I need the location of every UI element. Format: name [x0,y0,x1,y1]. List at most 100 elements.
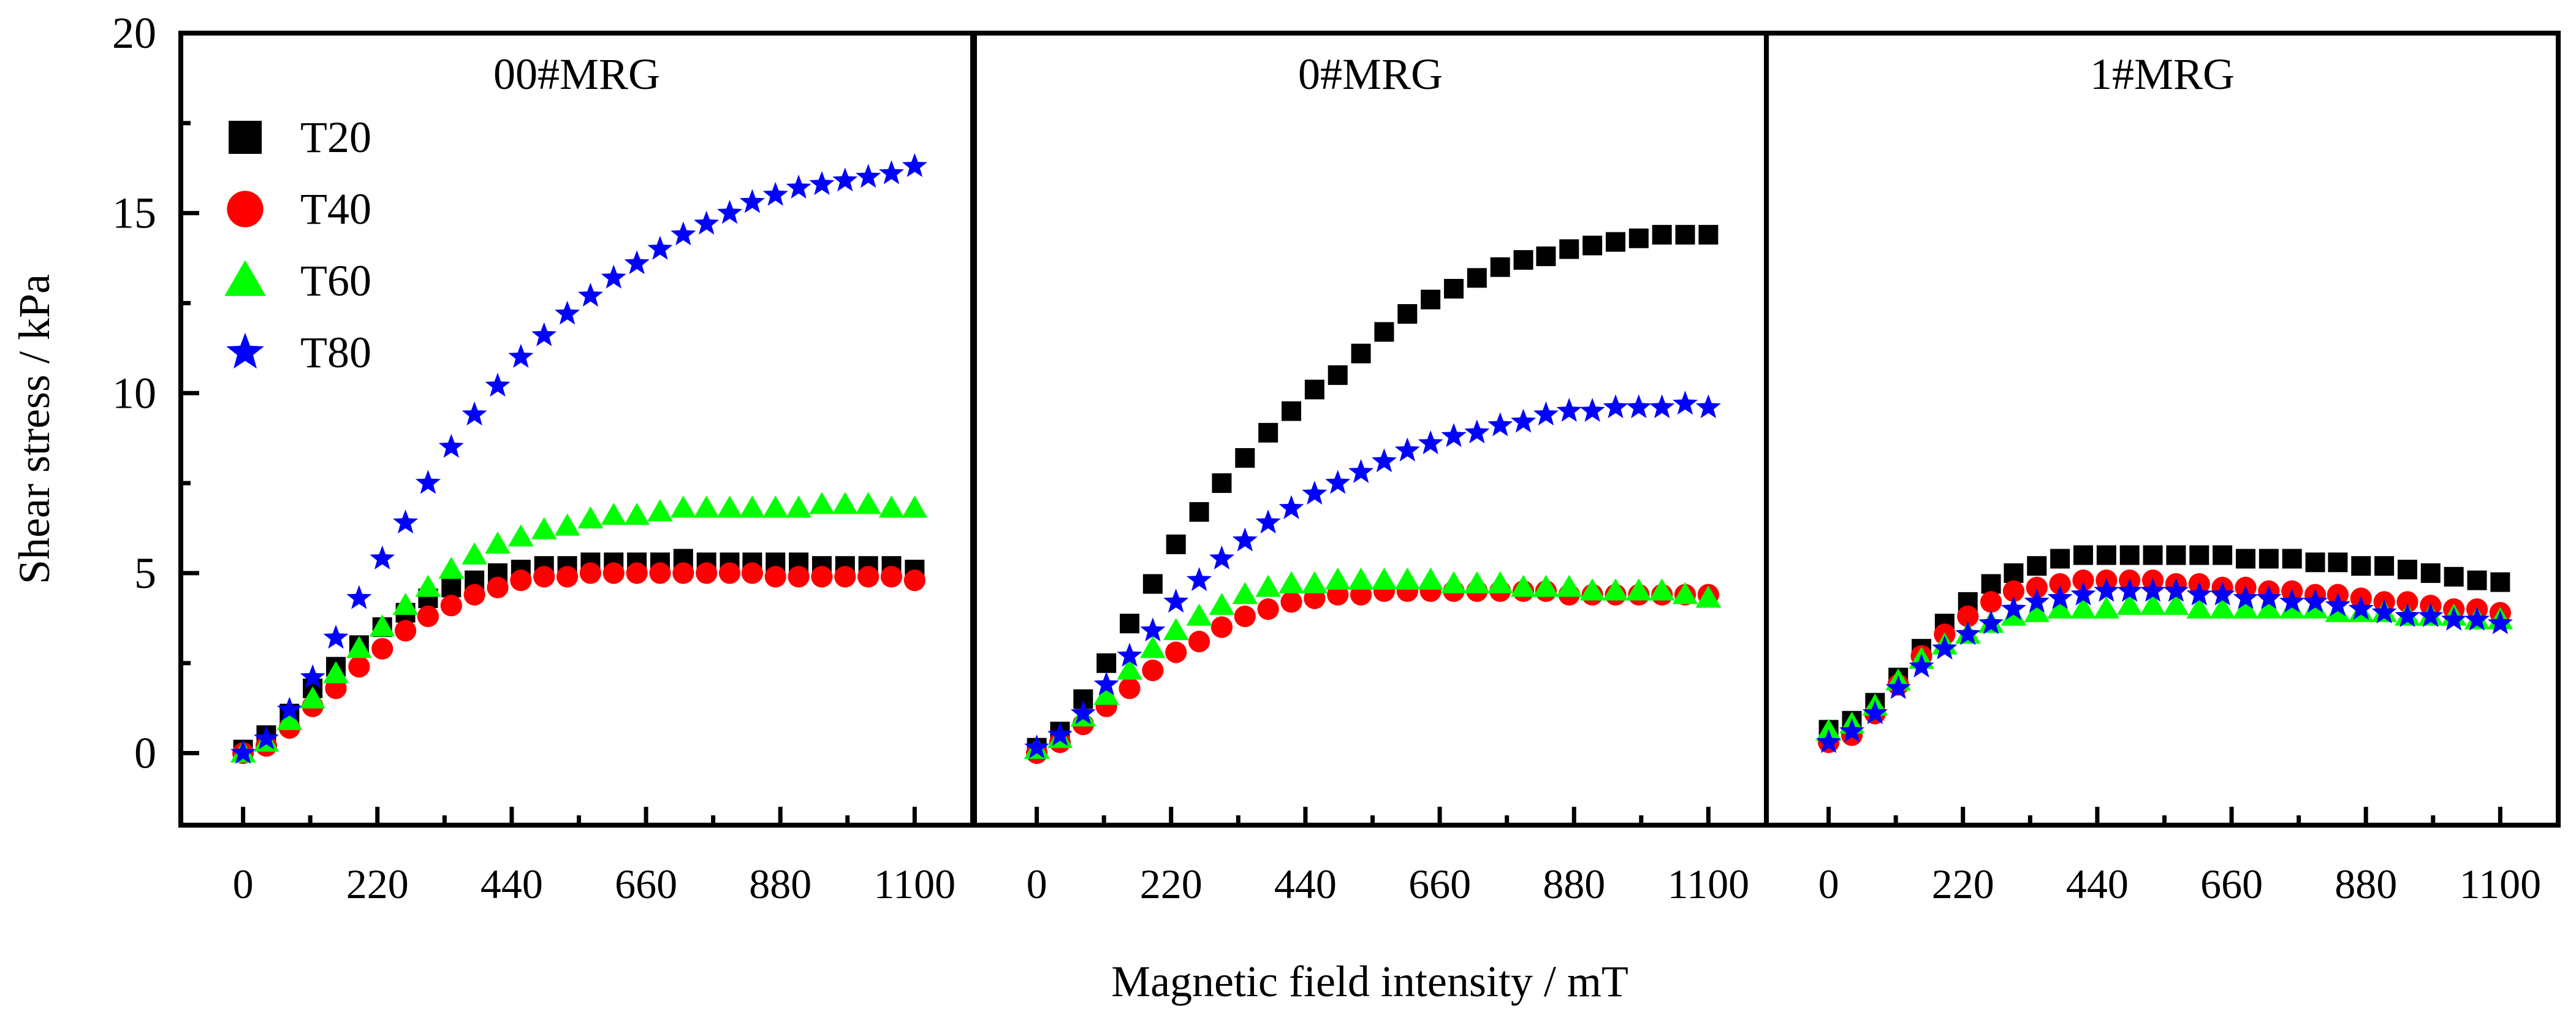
data-point-t40 [1188,630,1210,653]
data-point-t40 [718,562,741,584]
data-point-t80 [2186,581,2212,606]
data-point-t60 [1371,567,1397,590]
data-point-t20 [1189,502,1209,522]
data-point-t80 [1209,545,1234,570]
data-point-t60 [716,495,743,518]
data-point-t40 [556,566,579,588]
data-point-t80 [1955,621,1981,646]
data-point-t60 [809,492,835,514]
data-point-t80 [809,171,835,196]
data-point-t60 [739,495,766,518]
data-point-t40 [2002,580,2025,602]
data-point-t60 [2163,592,2189,615]
data-point-t80 [415,470,441,494]
data-point-t80 [346,585,372,609]
data-point-t60 [1186,603,1212,626]
data-point-t60 [1209,592,1235,615]
data-point-t80 [1093,671,1119,696]
data-point-t60 [2256,596,2282,619]
data-point-t40 [857,566,880,588]
data-point-t40 [602,562,625,584]
data-point-t80 [230,739,256,764]
data-point-t40 [417,605,439,627]
data-point-t60 [1579,578,1605,601]
data-point-t40 [2026,576,2048,599]
data-point-t20 [1281,401,1301,421]
data-point-t60 [554,513,580,536]
data-point-t40 [834,566,856,588]
data-point-t80 [2209,581,2235,606]
data-point-t80 [2070,581,2096,606]
x-tick-label: 220 [1932,861,1994,907]
data-point-t40 [672,562,694,584]
data-point-t80 [1885,675,1911,699]
data-point-t40 [626,562,648,584]
data-point-t80 [2256,585,2282,609]
data-point-t60 [1441,571,1467,593]
data-point-t80 [438,433,464,458]
data-point-t80 [2371,599,2397,623]
y-tick-label: 15 [112,189,156,238]
data-point-t80 [1187,567,1212,592]
data-point-t80 [786,174,811,199]
data-point-t20 [1166,534,1186,554]
data-point-t80 [2163,577,2189,602]
data-point-t80 [2487,610,2513,634]
data-point-t40 [440,595,462,617]
series-t40 [232,562,925,764]
legend-marker-t80 [226,332,264,369]
data-point-t60 [762,495,789,518]
x-tick-label: 880 [2335,861,2397,907]
data-point-t20 [1513,250,1533,270]
data-point-t80 [1862,700,1888,725]
data-point-t80 [1649,394,1675,419]
data-point-t60 [1093,682,1119,705]
data-point-t80 [1978,610,2004,634]
data-point-t80 [462,401,487,425]
legend-marker-t20 [229,121,262,154]
series-t20 [1027,224,1719,758]
data-point-t80 [1673,391,1698,415]
data-point-t80 [370,545,395,570]
data-point-t60 [1117,657,1142,680]
y-tick-label: 5 [134,549,156,598]
data-point-t20 [1212,473,1232,493]
data-point-t20 [1421,289,1441,310]
data-point-t80 [253,725,279,750]
data-point-t20 [2305,552,2325,573]
data-point-t60 [1348,567,1374,590]
x-tick-label: 0 [1818,861,1839,907]
data-point-t80 [879,160,905,185]
data-point-t20 [2490,572,2510,592]
data-point-t20 [1490,257,1510,277]
data-point-t60 [693,495,720,518]
data-point-t20 [2073,545,2093,565]
data-point-t80 [1932,635,1958,660]
data-point-t60 [1603,578,1628,601]
data-point-t80 [1232,527,1258,552]
data-point-t80 [1556,398,1582,422]
data-point-t80 [856,164,881,188]
data-point-t80 [555,300,580,325]
data-point-t20 [2444,566,2464,587]
data-point-t60 [577,506,604,529]
x-axis-label: Magnetic field intensity / mT [1111,957,1628,1006]
data-point-t40 [788,566,810,588]
data-point-t60 [369,614,395,637]
x-tick-label: 880 [749,861,811,907]
data-point-t60 [671,495,696,518]
data-point-t80 [1140,617,1166,642]
y-tick-label: 20 [112,9,156,58]
data-point-t80 [1533,401,1559,425]
data-point-t80 [2395,603,2420,627]
data-point-t80 [2348,596,2374,620]
data-point-t80 [1695,394,1721,419]
x-tick-label: 660 [1408,861,1471,907]
data-point-t40 [2072,570,2094,592]
data-point-t40 [1234,605,1256,627]
data-point-t60 [832,492,858,514]
series-t80 [1024,391,1721,759]
data-point-t80 [739,189,765,213]
data-point-t80 [601,264,626,289]
